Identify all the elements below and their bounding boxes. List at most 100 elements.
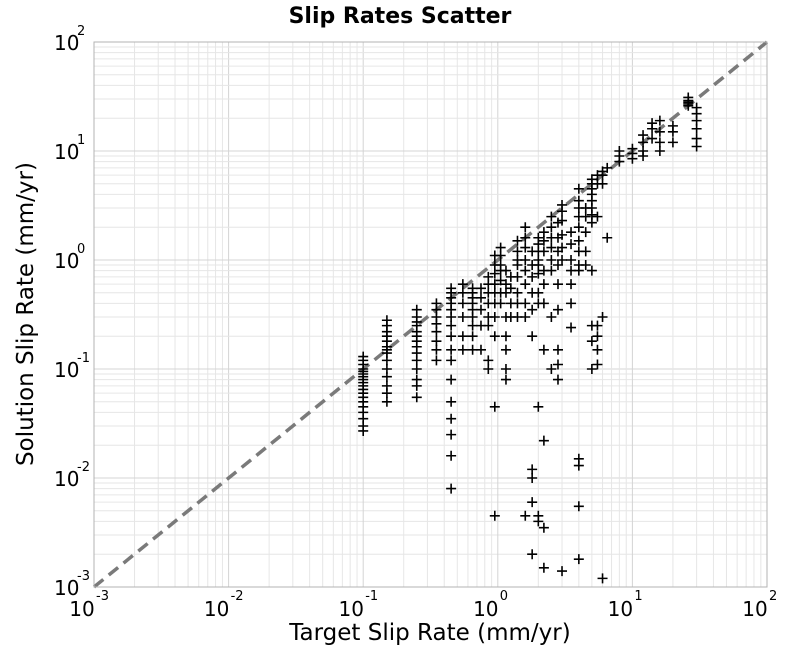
data-point	[520, 311, 531, 322]
data-point	[586, 265, 597, 276]
data-point	[527, 497, 538, 508]
data-point	[538, 435, 549, 446]
data-point	[533, 259, 544, 270]
data-point	[538, 562, 549, 573]
svg-text:-3: -3	[77, 569, 90, 584]
data-point	[500, 344, 511, 355]
y-tick-label: 100	[54, 242, 85, 273]
data-point	[457, 344, 468, 355]
x-tick-label: 102	[742, 589, 777, 621]
data-point	[533, 287, 544, 298]
data-point	[446, 483, 457, 494]
svg-text:10: 10	[54, 358, 79, 382]
x-tick-label: 10-2	[204, 589, 244, 621]
data-point	[552, 304, 563, 315]
svg-text:-1: -1	[365, 589, 378, 604]
data-point	[495, 250, 506, 261]
data-point	[580, 246, 591, 257]
data-point	[538, 246, 549, 257]
data-point	[489, 331, 500, 342]
data-point	[512, 246, 523, 257]
data-point	[431, 355, 442, 366]
data-point	[527, 464, 538, 475]
x-tick-label: 100	[473, 589, 508, 621]
data-point	[573, 235, 584, 246]
data-point	[597, 573, 608, 584]
data-point	[580, 259, 591, 270]
data-point	[552, 279, 563, 290]
data-point	[520, 265, 531, 276]
data-point	[381, 371, 392, 382]
data-point	[483, 320, 494, 331]
data-point	[573, 183, 584, 194]
data-point	[573, 222, 584, 233]
data-point	[446, 320, 457, 331]
data-point	[538, 344, 549, 355]
data-point	[358, 425, 369, 436]
y-axis-label: Solution Slip Rate (mm/yr)	[13, 162, 39, 466]
data-point	[592, 331, 603, 342]
svg-text:10: 10	[742, 597, 767, 621]
data-point	[546, 265, 557, 276]
data-point	[446, 331, 457, 342]
data-point	[538, 298, 549, 309]
data-point	[475, 292, 486, 303]
data-point	[647, 123, 658, 134]
data-point	[381, 388, 392, 399]
data-point	[580, 227, 591, 238]
data-point	[597, 311, 608, 322]
svg-text:0: 0	[77, 242, 85, 257]
data-point	[614, 146, 625, 156]
data-point	[431, 336, 442, 347]
data-point	[467, 311, 478, 322]
data-point	[457, 311, 468, 322]
data-point	[446, 374, 457, 385]
data-point	[552, 359, 563, 370]
data-point	[691, 141, 702, 152]
svg-text:2: 2	[77, 24, 85, 39]
x-tick-label: 10-3	[69, 589, 109, 621]
data-point	[566, 322, 577, 333]
data-point	[638, 150, 649, 161]
svg-text:-2: -2	[231, 589, 244, 604]
svg-text:10: 10	[473, 597, 498, 621]
reference-line	[92, 40, 769, 589]
data-point	[683, 100, 694, 111]
data-point	[358, 351, 369, 362]
data-point	[557, 566, 568, 577]
data-point	[592, 320, 603, 331]
data-point	[446, 344, 457, 355]
data-point	[475, 283, 486, 294]
svg-text:0: 0	[500, 589, 508, 604]
data-point	[457, 279, 468, 290]
data-point	[546, 211, 557, 222]
data-point	[557, 215, 568, 226]
data-point	[446, 413, 457, 424]
data-point	[557, 255, 568, 265]
data-point	[538, 279, 549, 290]
x-tick-label: 10-1	[338, 589, 378, 621]
data-point	[573, 265, 584, 276]
data-point	[647, 133, 658, 144]
data-point	[520, 232, 531, 243]
data-point	[446, 396, 457, 407]
data-point	[592, 344, 603, 355]
svg-text:10: 10	[54, 467, 79, 491]
data-point	[533, 268, 544, 279]
data-point	[527, 473, 538, 483]
data-point	[520, 255, 531, 265]
data-points	[358, 92, 702, 584]
data-point	[654, 115, 665, 126]
data-point	[520, 298, 531, 309]
data-point	[602, 232, 613, 243]
data-point	[500, 331, 511, 342]
data-point	[446, 450, 457, 461]
data-point	[566, 255, 577, 265]
one-to-one-dashed-line	[92, 40, 769, 589]
data-point	[654, 126, 665, 137]
data-point	[520, 242, 531, 253]
